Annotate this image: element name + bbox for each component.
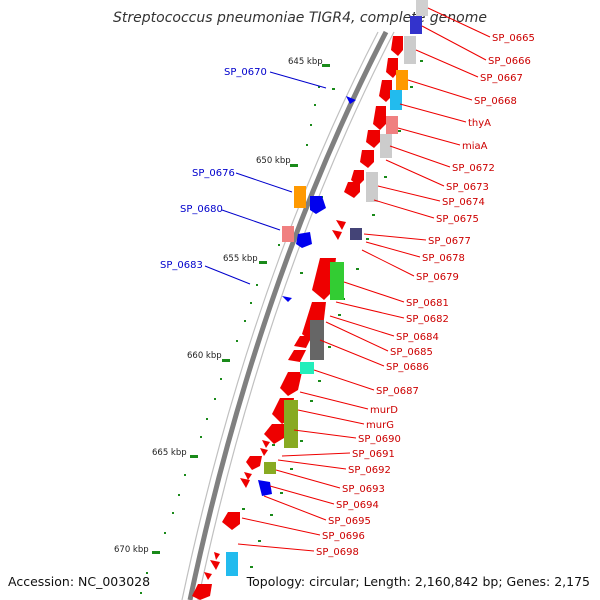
gene-label-left: SP_0676 xyxy=(192,168,235,179)
genome-backbone-outer xyxy=(181,31,379,600)
gene-label-right: SP_0695 xyxy=(328,516,371,527)
gene-arrow xyxy=(391,36,403,56)
gene-label-right: SP_0690 xyxy=(358,434,401,445)
gene-arrow xyxy=(260,448,268,456)
gene-arrow xyxy=(240,478,250,488)
gene-label-left: SP_0680 xyxy=(180,204,223,215)
forward-genes-light xyxy=(386,116,398,134)
kbp-tick-670 xyxy=(152,551,160,554)
gene-label-right: SP_0668 xyxy=(474,96,517,107)
accession-text: Accession: NC_003028 xyxy=(8,574,151,589)
kbp-label: 670 kbp xyxy=(114,545,149,555)
gene-label-right: SP_0674 xyxy=(442,197,485,208)
reverse-genes xyxy=(258,96,356,496)
gene-arrow xyxy=(288,350,306,362)
kbp-tick-660 xyxy=(222,359,230,362)
kbp-tick-665 xyxy=(190,455,198,458)
gene-arrow xyxy=(360,150,374,168)
gene-arrow xyxy=(262,440,270,448)
gene-arrow xyxy=(192,584,212,600)
gene-arrow xyxy=(344,182,360,198)
gene-arrow xyxy=(386,58,398,78)
gene-label-right: SP_0696 xyxy=(322,531,365,542)
left-leader-lines xyxy=(204,71,327,285)
gene-label-right: SP_0672 xyxy=(452,163,495,174)
kbp-label: 655 kbp xyxy=(223,254,258,264)
gene-arrow xyxy=(210,560,220,570)
right-leader-lines xyxy=(237,7,491,552)
gene-label-right: SP_0692 xyxy=(348,465,391,476)
forward-genes xyxy=(192,36,403,600)
gene-label-right: SP_0667 xyxy=(480,73,523,84)
gene-arrow xyxy=(204,572,212,580)
gene-arrow xyxy=(264,424,286,444)
kbp-tick-645 xyxy=(322,64,330,67)
gene-label-right: thyA xyxy=(468,118,491,129)
gene-arrow xyxy=(214,552,220,560)
kbp-label: 665 kbp xyxy=(152,448,187,458)
gene-label-right: SP_0666 xyxy=(488,56,531,67)
gene-box xyxy=(386,116,398,134)
gene-label-right: SP_0677 xyxy=(428,236,471,247)
kbp-label: 660 kbp xyxy=(187,351,222,361)
gene-label-right: SP_0673 xyxy=(446,182,489,193)
genome-backbone xyxy=(187,30,389,600)
gene-label-right: SP_0682 xyxy=(406,314,449,325)
cog-track xyxy=(226,0,428,576)
gene-label-right: SP_0691 xyxy=(352,449,395,460)
gene-label-right: SP_0684 xyxy=(396,332,439,343)
gene-arrow xyxy=(332,230,342,240)
genome-backbone-inner xyxy=(197,31,395,600)
kbp-label: 645 kbp xyxy=(288,57,323,67)
gene-label-left: SP_0670 xyxy=(224,67,267,78)
gene-label-right: SP_0675 xyxy=(436,214,479,225)
gene-arrow xyxy=(336,220,346,230)
gene-label-right: SP_0694 xyxy=(336,500,379,511)
gene-arrow xyxy=(244,472,252,480)
kbp-tick-marks xyxy=(152,64,330,554)
gene-arrow xyxy=(373,106,386,130)
genome-summary-text: Topology: circular; Length: 2,160,842 bp… xyxy=(246,574,590,589)
gene-arrow xyxy=(280,372,302,396)
gene-label-right: SP_0693 xyxy=(342,484,385,495)
kbp-tick-655 xyxy=(259,261,267,264)
gene-label-right: murD xyxy=(370,405,398,416)
gene-arrow xyxy=(222,512,240,530)
kbp-label: 650 kbp xyxy=(256,156,291,166)
gene-label-right: murG xyxy=(366,420,394,431)
gene-arrow xyxy=(366,130,380,148)
gene-arrow xyxy=(294,336,312,348)
gene-label-right: SP_0687 xyxy=(376,386,419,397)
gene-label-right: SP_0685 xyxy=(390,347,433,358)
gene-label-right: SP_0698 xyxy=(316,547,359,558)
gene-arrow xyxy=(379,80,392,102)
gene-label-left: SP_0683 xyxy=(160,260,203,271)
map-title: Streptococcus pneumoniae TIGR4, complete… xyxy=(113,10,487,26)
gene-label-right: SP_0681 xyxy=(406,298,449,309)
gene-label-right: SP_0665 xyxy=(492,33,535,44)
gene-label-right: miaA xyxy=(462,141,488,152)
gene-label-right: SP_0686 xyxy=(386,362,429,373)
kbp-tick-650 xyxy=(290,164,298,167)
gene-arrow xyxy=(246,456,262,470)
gene-label-right: SP_0679 xyxy=(416,272,459,283)
gene-label-right: SP_0678 xyxy=(422,253,465,264)
